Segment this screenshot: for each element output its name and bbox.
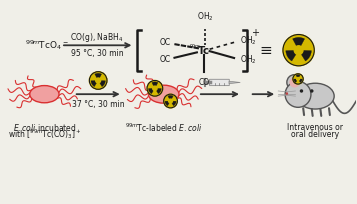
Circle shape: [286, 92, 288, 95]
Wedge shape: [156, 88, 161, 94]
Ellipse shape: [30, 85, 59, 103]
Text: $^{99m}$Tc-labeled $\it{E. coli}$: $^{99m}$Tc-labeled $\it{E. coli}$: [125, 121, 202, 134]
Circle shape: [293, 74, 303, 84]
Ellipse shape: [296, 83, 334, 109]
Wedge shape: [286, 50, 296, 61]
Text: Tc: Tc: [198, 46, 210, 56]
Circle shape: [89, 72, 107, 89]
Wedge shape: [172, 101, 176, 106]
Text: OC: OC: [160, 38, 171, 47]
Text: OH$_2$: OH$_2$: [197, 10, 214, 23]
FancyBboxPatch shape: [210, 79, 229, 85]
Text: CO: CO: [198, 78, 209, 86]
Text: OH$_2$: OH$_2$: [240, 34, 257, 47]
Circle shape: [283, 34, 314, 66]
Text: $^{99m}$TcO$_4$$^-$: $^{99m}$TcO$_4$$^-$: [25, 38, 69, 52]
Wedge shape: [301, 50, 311, 61]
Circle shape: [164, 94, 177, 108]
Wedge shape: [152, 82, 158, 86]
Text: 99m: 99m: [190, 44, 200, 49]
Text: oral delivery: oral delivery: [291, 130, 339, 139]
Circle shape: [285, 82, 311, 107]
Circle shape: [287, 75, 302, 90]
Wedge shape: [165, 101, 170, 106]
Wedge shape: [100, 81, 105, 87]
Text: OC: OC: [160, 55, 171, 64]
Ellipse shape: [149, 85, 179, 103]
Circle shape: [153, 86, 157, 91]
Polygon shape: [229, 81, 240, 84]
Wedge shape: [296, 75, 300, 78]
Text: 37 °C, 30 min: 37 °C, 30 min: [72, 100, 125, 109]
Text: 95 °C, 30 min: 95 °C, 30 min: [71, 49, 124, 58]
Wedge shape: [95, 73, 101, 78]
Circle shape: [169, 99, 172, 103]
Circle shape: [300, 89, 303, 93]
Text: $\it{E. coli}$ incubated: $\it{E. coli}$ incubated: [12, 122, 76, 133]
Circle shape: [96, 78, 101, 83]
Circle shape: [147, 81, 163, 96]
Wedge shape: [91, 81, 97, 87]
Text: ≡: ≡: [259, 43, 272, 58]
Wedge shape: [294, 79, 297, 82]
Circle shape: [310, 89, 313, 93]
Text: OH$_2$: OH$_2$: [240, 54, 257, 66]
Circle shape: [297, 78, 300, 80]
Wedge shape: [299, 79, 302, 82]
Circle shape: [294, 46, 303, 54]
Text: Intravenous or: Intravenous or: [287, 123, 343, 132]
Circle shape: [290, 77, 300, 88]
Text: with [$^{99m}$Tc(CO)$_3$]$^+$: with [$^{99m}$Tc(CO)$_3$]$^+$: [8, 127, 81, 141]
Text: +: +: [251, 28, 259, 38]
Text: CO(g), NaBH$_4$: CO(g), NaBH$_4$: [70, 31, 124, 44]
Wedge shape: [293, 37, 305, 46]
Wedge shape: [168, 95, 173, 99]
Wedge shape: [149, 88, 154, 94]
